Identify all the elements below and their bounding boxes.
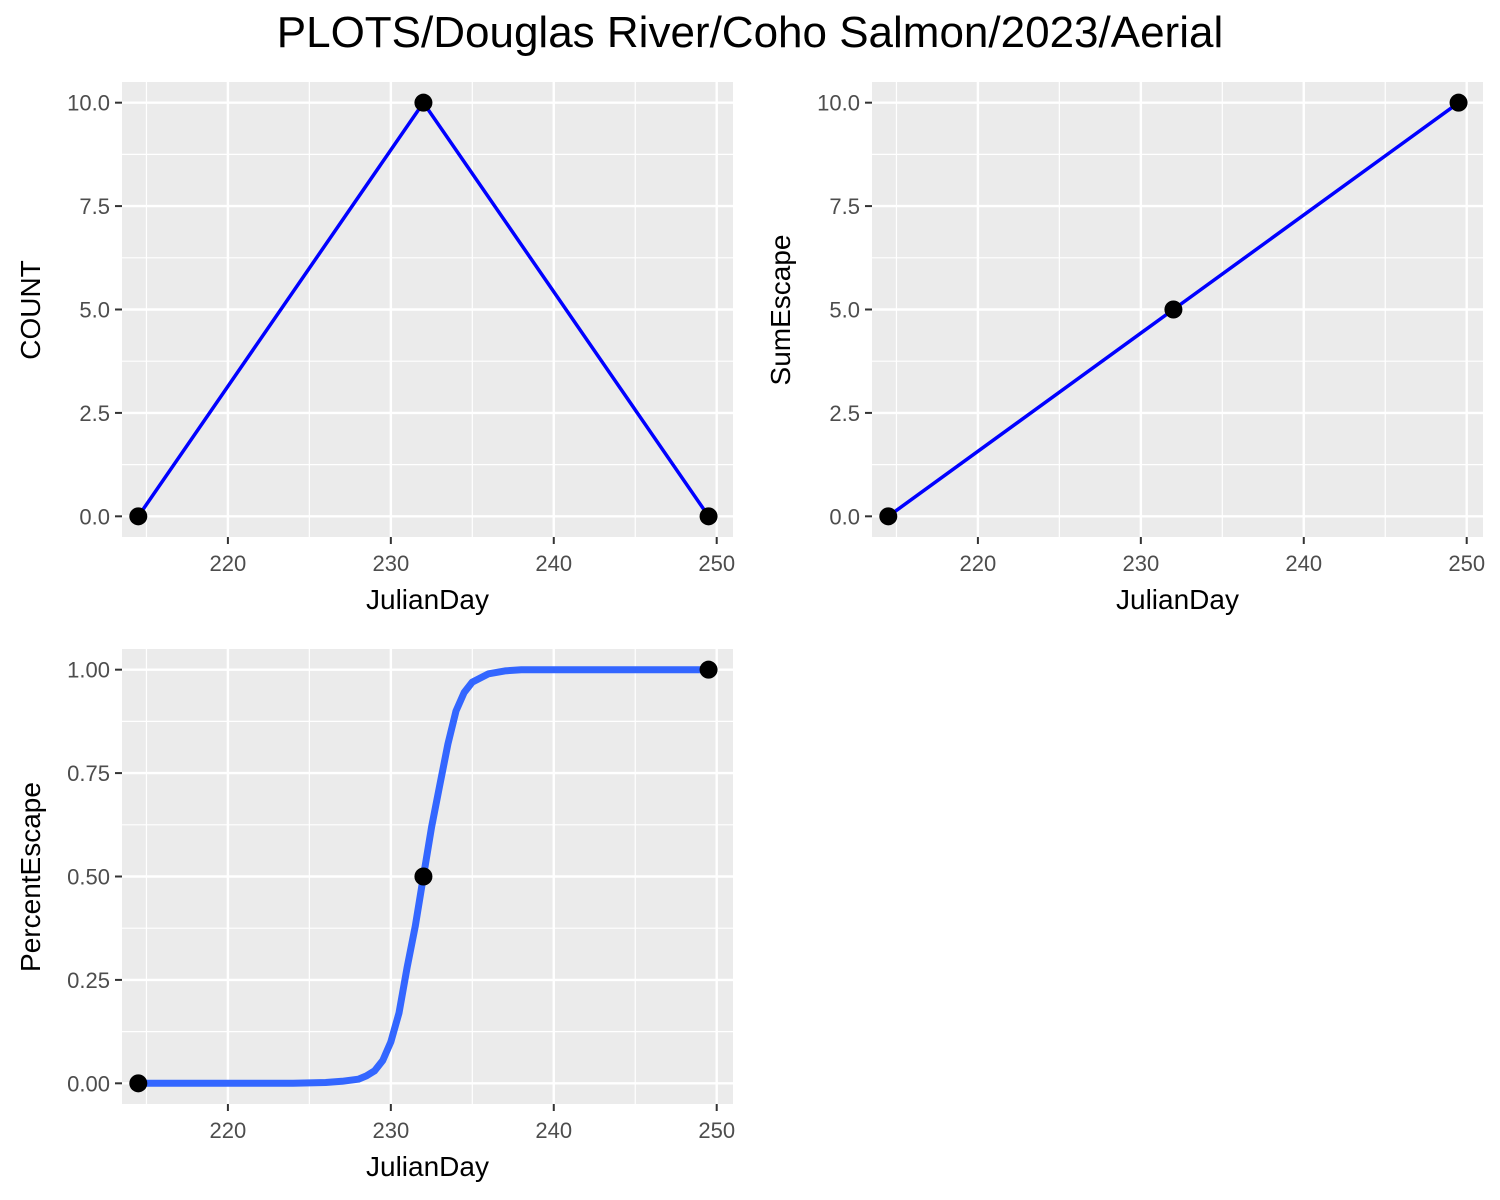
page-title: PLOTS/Douglas River/Coho Salmon/2023/Aer… [276, 8, 1224, 57]
percent-escape-y-tick-label: 0.00 [67, 1071, 110, 1096]
sum-escape-data-point [1164, 300, 1183, 319]
percent-escape-y-tick-label: 1.00 [67, 658, 110, 683]
count-y-tick-label: 2.5 [79, 401, 110, 426]
percent-escape-x-tick-label: 240 [535, 1118, 572, 1143]
percent-escape-data-point [129, 1074, 148, 1093]
count-data-point [699, 507, 718, 526]
sum-escape-data-point [1449, 93, 1468, 112]
percent-escape-data-point [699, 660, 718, 679]
sum-escape-y-tick-label: 0.0 [829, 504, 860, 529]
percent-escape-x-tick-label: 230 [372, 1118, 409, 1143]
sum-escape-data-point [879, 507, 898, 526]
count-panel: 220 230 240 250 0.0 2.5 5.0 7.5 10.0 JulianDay COU… [15, 82, 735, 615]
count-x-tick-label: 240 [535, 551, 572, 576]
percent-escape-y-tick-label: 0.75 [67, 761, 110, 786]
percent-escape-x-axis-title: JulianDay [366, 1151, 489, 1182]
sum-escape-x-axis-title: JulianDay [1116, 584, 1239, 615]
count-y-tick-label: 0.0 [79, 504, 110, 529]
sum-escape-x-tick-label: 240 [1285, 551, 1322, 576]
sum-escape-x-tick-label: 230 [1122, 551, 1159, 576]
sum-escape-y-tick-label: 7.5 [829, 194, 860, 219]
sum-escape-x-tick-label: 220 [960, 551, 997, 576]
percent-escape-smooth-curve [134, 666, 713, 1087]
count-y-tick-label: 5.0 [79, 298, 110, 323]
count-data-point [414, 93, 433, 112]
sum-escape-panel: 220 230 240 250 0.0 2.5 5.0 7.5 10.0 JulianDay Sum… [765, 82, 1485, 615]
count-y-tick-label: 7.5 [79, 194, 110, 219]
sum-escape-y-tick-label: 5.0 [829, 298, 860, 323]
sum-escape-y-axis-title: SumEscape [765, 235, 796, 386]
percent-escape-y-axis-title: PercentEscape [15, 782, 46, 972]
percent-escape-y-tick-label: 0.50 [67, 865, 110, 890]
percent-escape-data-point [414, 867, 433, 886]
sum-escape-y-tick-label: 10.0 [817, 91, 860, 116]
count-y-tick-label: 10.0 [67, 91, 110, 116]
percent-escape-y-tick-label: 0.25 [67, 968, 110, 993]
count-y-axis-title: COUNT [15, 260, 46, 360]
sum-escape-y-tick-label: 2.5 [829, 401, 860, 426]
sum-escape-x-tick-label: 250 [1448, 551, 1485, 576]
count-x-axis-title: JulianDay [366, 584, 489, 615]
percent-escape-x-tick-label: 220 [210, 1118, 247, 1143]
percent-escape-panel: 220 230 240 250 0.00 0.25 0.50 0.75 1.00 JulianDa… [15, 649, 735, 1182]
count-data-point [129, 507, 148, 526]
count-x-tick-label: 250 [698, 551, 735, 576]
count-x-tick-label: 220 [210, 551, 247, 576]
count-x-tick-label: 230 [372, 551, 409, 576]
percent-escape-x-tick-label: 250 [698, 1118, 735, 1143]
